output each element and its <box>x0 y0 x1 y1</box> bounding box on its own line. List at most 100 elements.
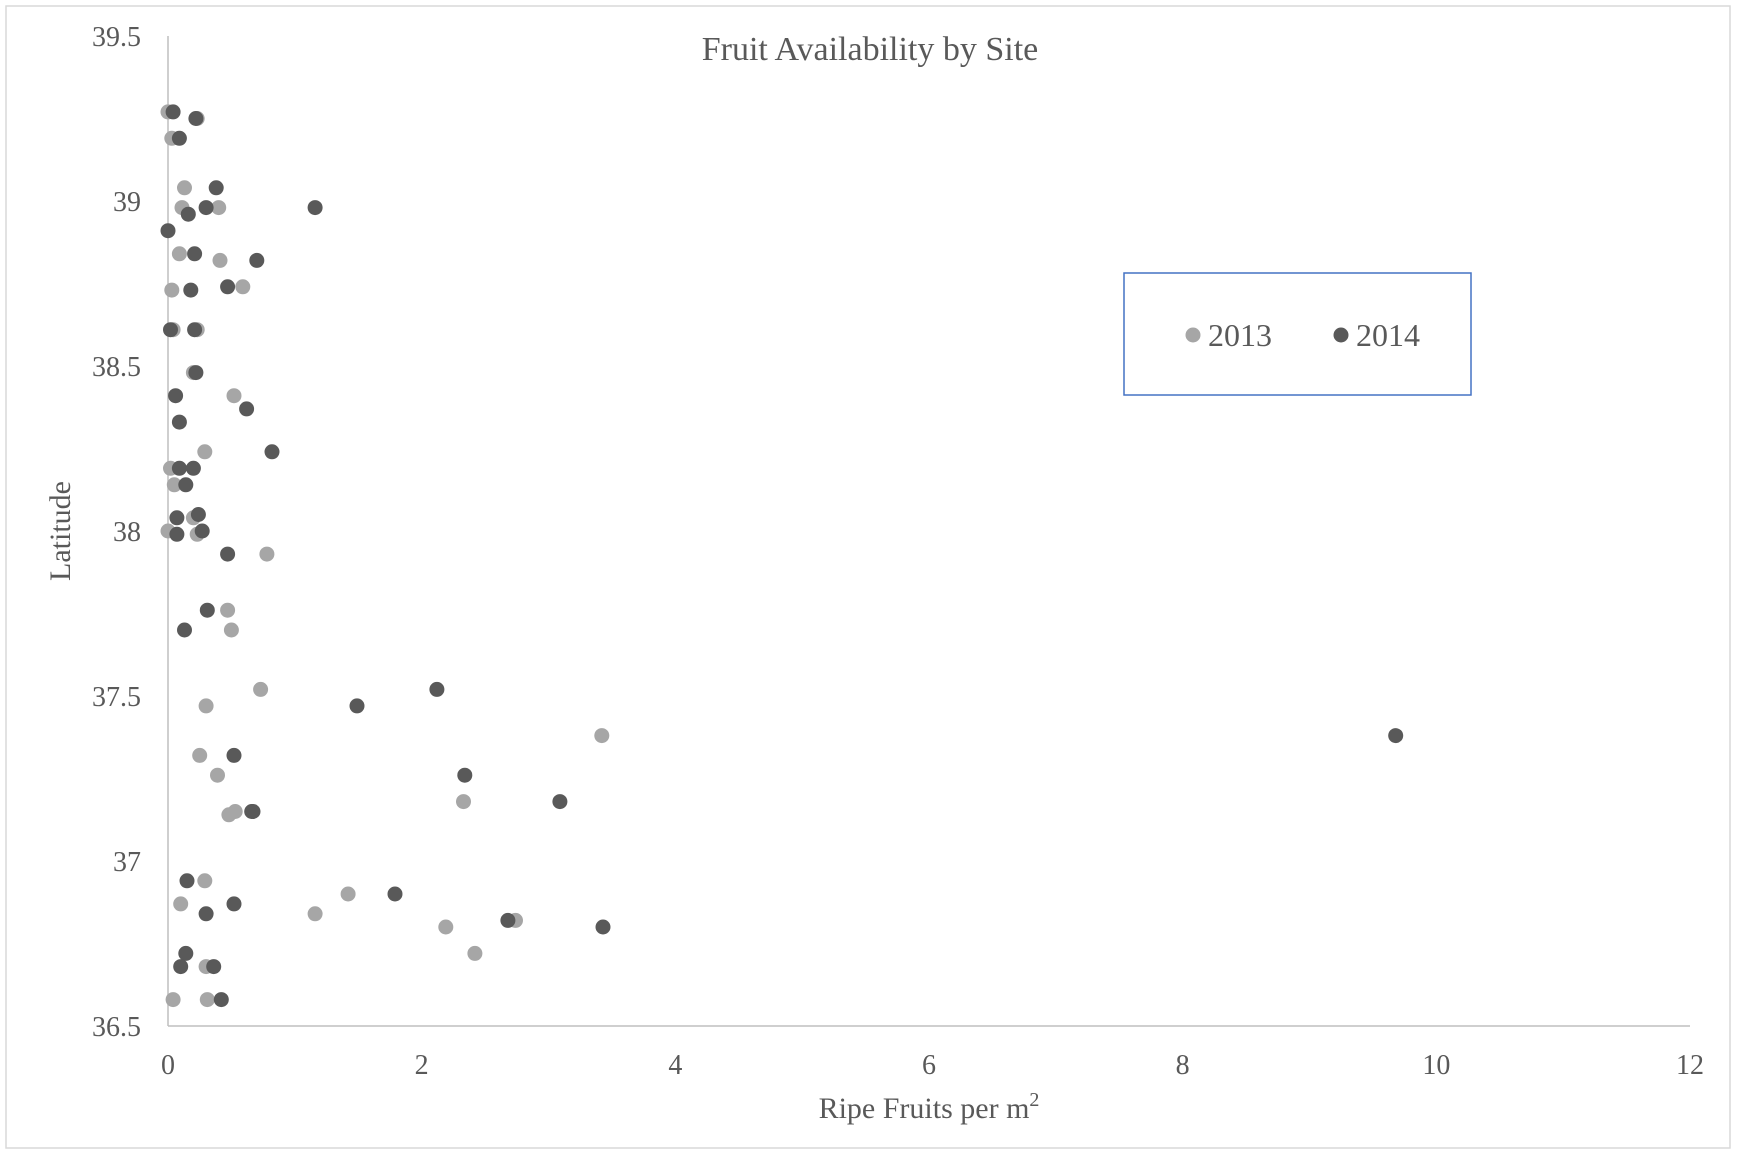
data-point-2014 <box>429 681 445 697</box>
data-point-2013 <box>199 992 215 1008</box>
chart-title: Fruit Availability by Site <box>702 31 1039 68</box>
data-point-2014 <box>1388 728 1404 744</box>
data-point-2013 <box>467 945 483 961</box>
data-point-2014 <box>349 698 365 714</box>
data-point-2014 <box>245 804 261 819</box>
data-point-2013 <box>165 992 181 1008</box>
x-tick-label: 0 <box>161 1050 175 1081</box>
data-point-2013 <box>259 546 275 562</box>
data-point-2014 <box>199 602 215 618</box>
data-point-2014 <box>194 523 210 539</box>
data-point-2014 <box>165 104 181 120</box>
chart-area-border <box>5 5 1731 1149</box>
x-tick-label: 12 <box>1676 1050 1704 1081</box>
data-point-2014 <box>213 992 229 1008</box>
data-point-2014 <box>173 959 189 975</box>
data-point-2013 <box>235 279 251 295</box>
x-axis-label: Ripe Fruits per m2 <box>819 1089 1040 1125</box>
y-tick-label: 38 <box>113 517 141 548</box>
x-tick-label: 10 <box>1422 1050 1450 1081</box>
data-point-2014 <box>226 896 242 912</box>
data-point-2014 <box>226 747 242 763</box>
legend-label-2014: 2014 <box>1356 317 1420 353</box>
data-point-2014 <box>185 460 201 476</box>
data-point-2014 <box>208 180 224 196</box>
data-point-2013 <box>171 246 187 262</box>
data-point-2013 <box>198 698 214 714</box>
data-point-2013 <box>210 767 225 783</box>
data-point-2013 <box>438 919 454 935</box>
y-tick-label: 39.5 <box>92 22 141 53</box>
y-tick-label: 37.5 <box>92 682 141 713</box>
x-axis-label-superscript: 2 <box>1029 1089 1039 1111</box>
data-point-2014 <box>183 282 199 298</box>
data-point-2014 <box>188 111 204 126</box>
data-point-2013 <box>253 681 269 697</box>
data-point-2013 <box>223 622 239 638</box>
data-point-2014 <box>160 223 176 239</box>
data-point-2014 <box>171 130 187 146</box>
data-point-2013 <box>456 794 471 810</box>
x-tick-label: 8 <box>1176 1050 1190 1081</box>
x-tick-label: 4 <box>668 1050 682 1081</box>
data-point-2013 <box>226 388 242 404</box>
data-point-2013 <box>211 200 227 216</box>
data-point-2013 <box>220 602 236 618</box>
data-point-2013 <box>192 747 208 763</box>
data-point-2013 <box>212 252 228 268</box>
data-point-2014 <box>177 622 192 638</box>
data-point-2013 <box>197 444 213 460</box>
data-point-2014 <box>198 200 214 216</box>
data-point-2013 <box>221 807 237 823</box>
data-point-2013 <box>307 906 323 922</box>
data-point-2014 <box>169 510 185 526</box>
y-tick-label: 36.5 <box>92 1012 141 1043</box>
x-tick-label: 6 <box>922 1050 936 1081</box>
data-point-2014 <box>178 477 194 493</box>
legend-marker-2013 <box>1185 327 1201 343</box>
data-point-2014 <box>595 919 611 935</box>
data-point-2014 <box>552 794 568 810</box>
data-point-2014 <box>220 279 236 295</box>
y-tick-labels: 36.5 37 37.5 38 38.5 39 39.5 <box>92 22 141 1043</box>
legend-marker-2014 <box>1333 327 1349 343</box>
data-point-2013 <box>340 886 356 902</box>
data-point-2013 <box>197 873 213 889</box>
data-point-2013 <box>166 477 182 493</box>
x-tick-label: 2 <box>415 1050 429 1081</box>
data-point-2014 <box>264 444 280 460</box>
y-tick-label: 38.5 <box>92 352 141 383</box>
data-point-2013 <box>594 728 610 744</box>
data-point-2014 <box>187 322 203 338</box>
data-point-2014 <box>500 912 516 928</box>
x-axis-label-text: Ripe Fruits per m <box>819 1092 1030 1125</box>
y-tick-label: 39 <box>113 187 141 218</box>
y-axis-label: Latitude <box>44 481 77 581</box>
data-point-2014 <box>249 252 265 268</box>
y-tick-label: 37 <box>113 847 141 878</box>
data-point-2013 <box>164 282 180 298</box>
legend-label-2013: 2013 <box>1208 317 1272 353</box>
data-point-2014 <box>188 365 204 381</box>
legend-box <box>1123 272 1472 396</box>
data-point-2014 <box>220 546 236 562</box>
data-point-2014 <box>171 414 187 430</box>
data-point-2014 <box>457 767 473 783</box>
data-point-2014 <box>180 206 196 222</box>
series-2014-points <box>160 104 1404 1008</box>
data-point-2013 <box>173 896 189 912</box>
x-tick-labels: 0 2 4 6 8 10 12 <box>161 1050 1704 1081</box>
data-point-2014 <box>190 507 206 522</box>
data-point-2014 <box>206 959 222 975</box>
data-point-2013 <box>177 180 192 196</box>
data-point-2014 <box>387 886 403 902</box>
data-point-2014 <box>307 200 323 216</box>
data-point-2014 <box>171 460 187 476</box>
data-point-2014 <box>239 401 255 417</box>
data-point-2014 <box>198 906 214 922</box>
data-point-2014 <box>178 945 194 961</box>
data-point-2014 <box>169 526 185 542</box>
data-point-2014 <box>163 322 178 338</box>
data-point-2014 <box>187 246 203 262</box>
